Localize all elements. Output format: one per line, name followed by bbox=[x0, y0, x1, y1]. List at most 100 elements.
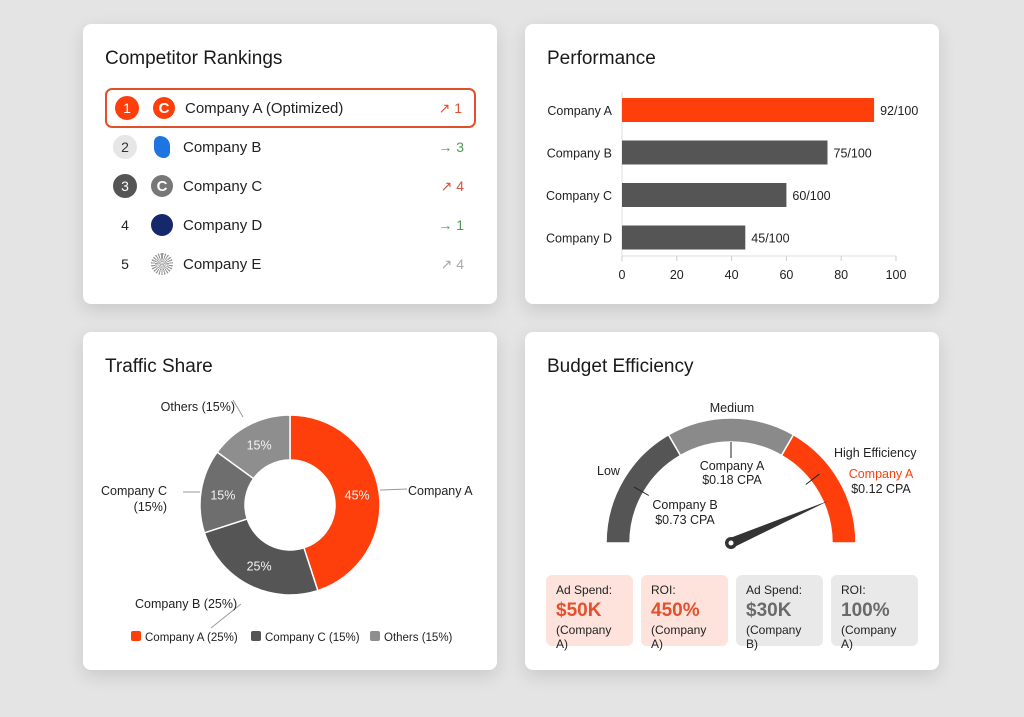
trend-value: 4 bbox=[456, 255, 464, 272]
bar bbox=[622, 225, 746, 250]
company-name: Company B bbox=[183, 138, 262, 156]
x-tick-label: 80 bbox=[834, 268, 848, 282]
trend-value: 4 bbox=[456, 177, 464, 194]
performance-card: Performance Company A 92/100 Company B 75/1… bbox=[525, 24, 939, 304]
stat-subject: (Company A) bbox=[556, 623, 612, 651]
leader-line bbox=[232, 399, 244, 418]
gauge-label-low: Low bbox=[597, 464, 621, 478]
leader-line bbox=[379, 488, 408, 491]
x-tick-label: 60 bbox=[779, 268, 793, 282]
donut-slice bbox=[289, 414, 381, 592]
card-title: Competitor Rankings bbox=[105, 48, 283, 69]
rank-badge: 5 bbox=[121, 256, 129, 272]
stat-tile: Ad Spend: $30K (Company B) bbox=[736, 575, 823, 651]
company-logo-icon bbox=[151, 214, 173, 236]
ranking-row[interactable]: 5 Company E ↗ 4 bbox=[105, 244, 476, 284]
bar bbox=[622, 183, 787, 207]
arrow-right-icon: → bbox=[438, 217, 453, 233]
bar-value-label: 45/100 bbox=[751, 232, 789, 246]
company-name: Company A (Optimized) bbox=[185, 99, 344, 117]
company-name: Company E bbox=[183, 255, 262, 273]
competitor-rankings-card: Competitor Rankings 1 C Company A (Optim… bbox=[83, 24, 497, 304]
legend-label: Others (15%) bbox=[384, 632, 453, 644]
slice-label: 25% bbox=[247, 560, 272, 574]
gauge-segment bbox=[780, 433, 857, 544]
gauge-label-medium: Medium bbox=[710, 401, 754, 415]
bar-value-label: 60/100 bbox=[792, 189, 830, 203]
mid-company-name: Company A bbox=[700, 459, 765, 473]
rank-badge: 3 bbox=[113, 174, 137, 198]
bar bbox=[622, 140, 828, 165]
mid-company-cpa: $0.18 CPA bbox=[702, 473, 762, 487]
ranking-row[interactable]: 3 C Company C ↗ 4 bbox=[105, 166, 476, 206]
company-logo-icon bbox=[151, 253, 173, 275]
card-title: Budget Efficiency bbox=[547, 356, 694, 377]
budget-efficiency-card: Budget Efficiency Low Medium High Efficien… bbox=[525, 332, 939, 670]
trend-up-icon: ↗ bbox=[440, 255, 453, 272]
trend-up-icon: ↗ bbox=[438, 99, 451, 116]
trend-indicator: ↗ 1 bbox=[439, 100, 462, 117]
trend-indicator: ↗ 4 bbox=[441, 256, 464, 273]
company-a-cpa: $0.12 CPA bbox=[851, 482, 911, 496]
company-b-cpa: $0.73 CPA bbox=[655, 513, 715, 527]
legend-swatch bbox=[131, 631, 141, 641]
bar-category-label: Company B bbox=[547, 147, 612, 161]
bar bbox=[622, 98, 875, 122]
donut-callout-label: Company A bbox=[408, 484, 473, 498]
stat-label: Ad Spend: bbox=[746, 583, 803, 597]
card-title: Performance bbox=[547, 48, 656, 69]
donut-callout-label: Company C bbox=[101, 484, 167, 498]
legend-swatch bbox=[251, 631, 261, 641]
trend-indicator: ↗ 4 bbox=[441, 178, 464, 195]
stat-value: $30K bbox=[746, 600, 792, 621]
efficiency-gauge: Low Medium High Efficiency Company A$0.18 C… bbox=[597, 401, 917, 549]
company-logo-icon: C bbox=[153, 97, 175, 119]
bar-value-label: 92/100 bbox=[880, 104, 918, 118]
stat-subject: (Company A) bbox=[651, 623, 707, 651]
stat-tile: ROI: 450% (Company A) bbox=[641, 575, 728, 651]
rank-badge: 2 bbox=[113, 135, 137, 159]
company-logo-icon bbox=[154, 136, 170, 158]
ranking-row[interactable]: 2 Company B → 3 bbox=[105, 127, 476, 167]
trend-value: 3 bbox=[456, 139, 464, 155]
arrow-right-icon: → bbox=[438, 139, 453, 155]
card-title: Traffic Share bbox=[105, 356, 213, 377]
gauge-needle bbox=[729, 500, 830, 548]
stat-value: 450% bbox=[651, 600, 700, 621]
trend-indicator: → 1 bbox=[438, 217, 464, 233]
company-b-name: Company B bbox=[652, 498, 717, 512]
donut-callout-label: Others (15%) bbox=[161, 400, 235, 414]
stat-label: ROI: bbox=[651, 583, 676, 597]
bar-category-label: Company D bbox=[546, 232, 612, 246]
donut-callout-label: Company B (25%) bbox=[135, 597, 237, 611]
trend-value: 1 bbox=[454, 99, 462, 116]
trend-indicator: → 3 bbox=[438, 139, 464, 155]
ranking-row[interactable]: 4 Company D → 1 bbox=[105, 205, 476, 245]
gauge-tick bbox=[633, 486, 649, 496]
bar-category-label: Company A bbox=[547, 104, 612, 118]
stat-label: ROI: bbox=[841, 583, 866, 597]
stat-tile: ROI: 100% (Company A) bbox=[831, 575, 918, 651]
stat-label: Ad Spend: bbox=[556, 583, 613, 597]
donut-callout-label: (15%) bbox=[134, 500, 167, 514]
company-logo-icon: C bbox=[151, 175, 173, 197]
slice-label: 15% bbox=[247, 438, 272, 452]
company-name: Company C bbox=[183, 177, 263, 195]
trend-up-icon: ↗ bbox=[440, 177, 453, 194]
leader-line bbox=[210, 603, 242, 629]
slice-label: 15% bbox=[210, 488, 235, 502]
stat-subject: (Company B) bbox=[746, 623, 802, 651]
donut-slice bbox=[216, 414, 291, 480]
ranking-row[interactable]: 1 C Company A (Optimized) ↗ 1 bbox=[105, 88, 476, 128]
legend-label: Company A (25%) bbox=[145, 632, 238, 644]
legend-swatch bbox=[370, 631, 380, 641]
performance-bar-chart: Company A 92/100 Company B 75/100 Company C 6… bbox=[546, 92, 918, 282]
gauge-tick bbox=[805, 473, 820, 485]
slice-label: 45% bbox=[345, 488, 370, 502]
gauge-label-high: High Efficiency bbox=[834, 446, 917, 460]
traffic-donut-chart: 45% 25% 15% 15% Company A Company B (25%) Comp… bbox=[101, 399, 473, 644]
rank-badge: 4 bbox=[121, 217, 129, 233]
stat-subject: (Company A) bbox=[841, 623, 897, 651]
legend-label: Company C (15%) bbox=[265, 632, 360, 644]
trend-value: 1 bbox=[456, 217, 464, 233]
